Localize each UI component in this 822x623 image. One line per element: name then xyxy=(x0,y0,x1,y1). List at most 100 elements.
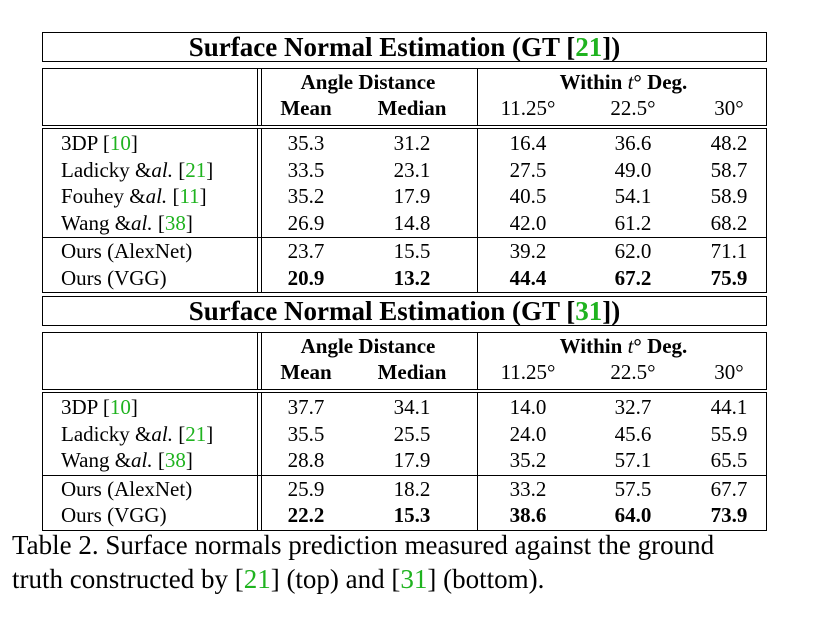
header-col-22: 22.5° xyxy=(583,360,683,384)
caption-text: truth constructed by [ xyxy=(12,564,244,594)
row-separator xyxy=(43,474,766,476)
value-cell: 65.5 xyxy=(710,448,748,472)
header-text: 30° xyxy=(714,96,744,120)
citation-link: 10 xyxy=(109,131,131,155)
header-col-22: 22.5° xyxy=(583,96,683,120)
citation-link: 10 xyxy=(109,395,131,419)
header-text: Median xyxy=(377,360,447,384)
header-text: Angle Distance xyxy=(300,334,436,358)
method-text: ] xyxy=(185,448,193,472)
value-cell: 67.2 xyxy=(614,265,652,290)
header-col-30: 30° xyxy=(679,96,779,120)
value-cell: 33.5 xyxy=(287,157,325,182)
header-col-median: Median xyxy=(362,96,462,120)
value-cell: 62.0 xyxy=(614,239,652,263)
header-col-mean: Mean xyxy=(256,360,356,384)
method-text: [ xyxy=(152,448,165,472)
header-within-deg: Within t° Deg. xyxy=(481,70,766,94)
value-cell: 44.1 xyxy=(710,395,748,419)
table-header: Angle Distance Within t° Deg. Mean Median 11… xyxy=(42,332,767,390)
method-text: 3DP [ xyxy=(61,395,110,419)
value-cell: 26.9 xyxy=(287,210,325,235)
value-cell: 38.6 xyxy=(509,503,547,527)
method-name: 3DP [10] xyxy=(61,394,138,420)
value-cell: 48.2 xyxy=(710,131,748,155)
table-body: 3DP [10] 37.7 34.1 14.0 32.7 44.1 Ladicky &al.… xyxy=(42,392,767,531)
column-divider xyxy=(477,333,478,389)
table-title-text: Surface Normal Estimation (GT [ xyxy=(188,296,576,326)
table-title-text: ]) xyxy=(602,32,621,62)
method-name: Ladicky &al. [21] xyxy=(61,157,213,183)
method-text: ] xyxy=(206,421,214,446)
value-cell: 25.5 xyxy=(393,421,431,446)
caption-text: ] (top) and [ xyxy=(270,564,401,594)
method-name: Wang &al. [38] xyxy=(61,447,193,473)
column-divider xyxy=(261,69,262,125)
value-cell: 14.0 xyxy=(509,395,547,419)
value-cell: 58.7 xyxy=(710,157,748,182)
method-etal: al. xyxy=(151,157,173,182)
value-cell: 14.8 xyxy=(393,210,431,235)
value-cell: 49.0 xyxy=(614,157,652,182)
table-row: Fouhey &al. [11] 35.2 17.9 40.5 54.1 58.9 xyxy=(43,183,766,209)
column-divider xyxy=(257,69,258,125)
value-cell: 28.8 xyxy=(287,448,325,472)
method-text: [ xyxy=(152,210,165,235)
method-text: Ours (VGG) xyxy=(61,503,167,527)
method-etal: al. xyxy=(131,210,153,235)
method-text: Ladicky & xyxy=(61,157,152,182)
column-divider xyxy=(477,393,478,530)
method-name: 3DP [10] xyxy=(61,130,138,156)
table-row: Ours (AlexNet) 25.9 18.2 33.2 57.5 67.7 xyxy=(43,476,766,502)
value-cell: 61.2 xyxy=(614,210,652,235)
table-title-text: ]) xyxy=(602,296,621,326)
table-title: Surface Normal Estimation (GT [21]) xyxy=(42,32,767,62)
method-text: 3DP [ xyxy=(61,131,110,155)
method-name: Ours (VGG) xyxy=(61,265,167,291)
citation-link: 11 xyxy=(179,184,200,208)
value-cell: 39.2 xyxy=(509,239,547,263)
value-cell: 16.4 xyxy=(509,131,547,155)
value-cell: 34.1 xyxy=(393,395,431,419)
header-text: ° Deg. xyxy=(633,334,688,358)
method-text: Ours (AlexNet) xyxy=(61,476,193,501)
table-caption: Table 2. Surface normals prediction meas… xyxy=(12,528,812,596)
value-cell: 15.5 xyxy=(393,239,431,263)
value-cell: 32.7 xyxy=(614,395,652,419)
method-text: Wang & xyxy=(61,210,132,235)
header-text: Within xyxy=(559,70,628,94)
table-title: Surface Normal Estimation (GT [31]) xyxy=(42,296,767,326)
header-variable: t xyxy=(627,334,634,358)
header-within-deg: Within t° Deg. xyxy=(481,334,766,358)
value-cell: 37.7 xyxy=(287,395,325,419)
header-col-11: 11.25° xyxy=(478,360,578,384)
caption-line-2: truth constructed by [21] (top) and [31]… xyxy=(12,562,812,596)
citation-link: 21 xyxy=(185,421,207,446)
header-text: Within xyxy=(559,334,628,358)
method-text: [ xyxy=(172,421,186,446)
table-row: Ladicky &al. [21] 35.5 25.5 24.0 45.6 55.9 xyxy=(43,421,766,447)
method-etal: al. xyxy=(131,448,153,472)
header-angle-distance: Angle Distance xyxy=(263,70,473,94)
method-text: Ours (AlexNet) xyxy=(61,239,193,263)
value-cell: 42.0 xyxy=(509,210,547,235)
header-text: 22.5° xyxy=(610,360,656,384)
table-row: 3DP [10] 35.3 31.2 16.4 36.6 48.2 xyxy=(43,130,766,156)
method-text: ] xyxy=(185,210,193,235)
citation-link: 21 xyxy=(575,32,603,62)
method-name: Wang &al. [38] xyxy=(61,210,193,236)
table-row: Ours (VGG) 22.2 15.3 38.6 64.0 73.9 xyxy=(43,502,766,528)
method-text: ] xyxy=(130,395,138,419)
column-divider xyxy=(477,129,478,292)
value-cell: 57.1 xyxy=(614,448,652,472)
column-divider xyxy=(261,333,262,389)
value-cell: 23.1 xyxy=(393,157,431,182)
header-text: ° Deg. xyxy=(633,70,688,94)
value-cell: 13.2 xyxy=(393,265,431,290)
method-text: ] xyxy=(206,157,214,182)
method-etal: al. xyxy=(145,184,168,208)
method-name: Ours (AlexNet) xyxy=(61,238,192,264)
header-col-median: Median xyxy=(362,360,462,384)
header-text: Median xyxy=(377,96,447,120)
header-variable: t xyxy=(627,70,634,94)
